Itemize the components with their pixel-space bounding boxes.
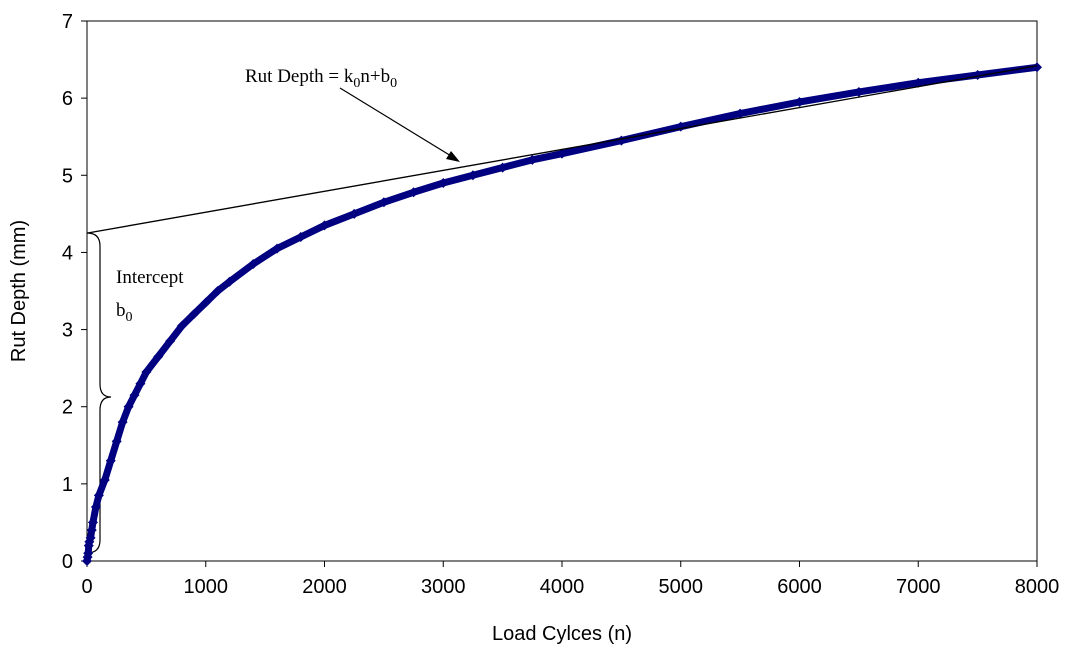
intercept-label: Intercept — [116, 267, 184, 288]
marker — [735, 108, 746, 119]
eq-sub: 0 — [353, 76, 360, 91]
y-tick-label: 6 — [62, 88, 73, 110]
marker — [408, 187, 419, 198]
x-tick-label: 1000 — [184, 576, 229, 598]
b-sub: 0 — [126, 310, 133, 325]
trendline — [86, 65, 1038, 234]
eq-sub: 0 — [390, 76, 397, 91]
x-tick-label: 6000 — [777, 576, 822, 598]
marker — [913, 77, 924, 88]
marker — [117, 417, 128, 428]
marker — [527, 154, 538, 165]
x-tick-label: 8000 — [1015, 576, 1060, 598]
marker — [153, 351, 164, 362]
x-tick-label: 5000 — [659, 576, 704, 598]
eq-part: Rut Depth = k — [245, 66, 354, 87]
marker — [557, 148, 567, 159]
marker — [83, 548, 94, 559]
y-tick-label: 4 — [62, 242, 73, 264]
y-axis-label: Rut Depth (mm) — [8, 220, 30, 362]
y-tick-label: 1 — [62, 474, 73, 496]
marker — [129, 390, 140, 401]
marker — [111, 436, 122, 447]
y-tick-label: 0 — [62, 551, 73, 573]
marker — [972, 70, 983, 80]
x-tick-label: 4000 — [540, 576, 585, 598]
marker — [248, 259, 259, 269]
y-tick-label: 3 — [62, 320, 73, 342]
x-tick-label: 0 — [81, 576, 92, 598]
y-tick-label: 5 — [62, 165, 73, 187]
marker — [378, 197, 389, 208]
marker — [200, 297, 211, 308]
x-tick-label: 2000 — [302, 576, 347, 598]
marker — [853, 86, 864, 97]
marker — [93, 490, 104, 501]
marker — [467, 170, 478, 181]
marker — [123, 401, 134, 412]
marker — [212, 286, 223, 296]
marker — [86, 525, 97, 536]
marker — [177, 320, 187, 331]
b-part: b — [116, 300, 126, 321]
arrow — [339, 87, 457, 160]
marker — [438, 178, 449, 188]
marker — [90, 502, 101, 512]
marker — [105, 455, 116, 466]
marker — [272, 243, 282, 254]
y-tick-label: 7 — [62, 11, 73, 33]
marker — [497, 162, 508, 173]
marker — [295, 232, 306, 242]
x-tick-label: 7000 — [896, 576, 941, 598]
series-band — [83, 63, 1038, 562]
marker — [165, 336, 176, 347]
marker — [224, 276, 235, 287]
intercept-symbol: b0 — [116, 300, 133, 325]
brace — [86, 232, 112, 554]
marker — [794, 97, 805, 107]
arrow-head — [446, 151, 460, 162]
marker — [85, 532, 96, 543]
plot-frame — [86, 20, 1038, 562]
marker — [141, 367, 152, 377]
x-axis-label: Load Cylces (n) — [492, 623, 632, 645]
y-tick-label: 2 — [62, 397, 73, 419]
equation-annotation: Rut Depth = k0n+b0 — [245, 66, 397, 91]
x-tick-label: 3000 — [421, 576, 466, 598]
marker — [319, 220, 330, 231]
eq-part: n+b — [360, 66, 390, 87]
marker — [99, 475, 110, 485]
marker — [1032, 62, 1042, 73]
marker — [87, 517, 98, 528]
marker — [188, 309, 199, 320]
marker — [135, 378, 146, 389]
marker — [349, 208, 360, 219]
